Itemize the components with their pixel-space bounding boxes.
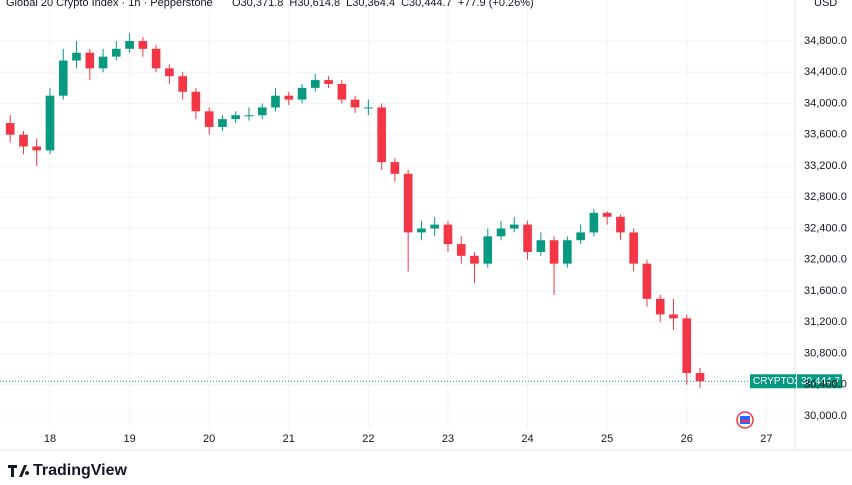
candle-body [456,244,466,256]
y-tick-label: 32,800.0 [804,191,847,203]
candle-body [271,95,280,108]
candle-body [244,115,254,117]
x-tick-label: 20 [203,433,215,445]
x-tick-label: 24 [521,433,533,445]
candle-body [350,99,360,108]
candle-body [204,111,214,127]
candle-body [58,60,68,96]
candle-body [364,107,373,109]
candle-body [576,232,585,241]
candle-body [32,146,42,151]
candle-body [85,52,95,69]
candle-body [165,68,174,77]
candle-body [655,298,665,315]
candle-body [19,134,28,147]
candle-body [496,228,506,237]
ohlc-value: C30,444.7 [401,0,452,9]
candle-body [417,228,426,233]
chart-title: Global 20 Crypto Index · 1h · Pepperston… [6,0,213,9]
candle-body [111,48,121,57]
candle-body [669,314,678,319]
ohlc-value: H30,614.8 [289,0,340,9]
y-tick-label: 31,600.0 [804,285,847,297]
candle-body [443,224,453,245]
symbol-tag [750,374,796,389]
x-tick-label: 27 [760,433,772,445]
candle-body [45,95,55,151]
y-tick-label: 33,200.0 [804,160,847,172]
ohlc-value: O30,371.8 [232,0,283,9]
candle-body [310,80,320,88]
candle-body [297,87,307,100]
candle-body [430,224,439,229]
candle-body [549,240,559,264]
price-label: 30,444.7 [801,376,840,387]
price-tag [797,374,842,389]
y-tick-label: 30,400.0 [804,379,847,391]
x-tick-label: 21 [283,433,295,445]
candle-body [602,212,612,217]
y-tick-label: 32,000.0 [804,254,847,266]
x-tick-label: 22 [362,433,374,445]
candle-body [257,107,267,116]
y-tick-label: 34,800.0 [804,35,847,47]
candle-body [151,48,161,69]
candle-body [72,52,81,61]
flag-icon [736,411,754,429]
candle-body [695,373,705,382]
candle-body [5,123,15,135]
currency: USD [814,0,837,9]
candle-body [178,76,187,92]
candle-body [536,240,546,252]
candle-body [125,41,134,49]
candle-body [377,107,386,163]
candle-body [509,224,519,229]
candle-body [629,232,638,264]
y-tick-label: 30,000.0 [804,410,847,422]
candle-body [642,263,652,299]
candle-body [523,224,532,252]
candle-body [138,41,148,49]
candle-body [231,115,241,120]
x-tick-label: 26 [681,433,693,445]
y-tick-label: 30,800.0 [804,347,847,359]
candle-body [682,318,692,374]
candle-body [337,83,347,100]
candle-body [470,255,479,264]
y-tick-label: 34,000.0 [804,97,847,109]
candle-body [98,56,108,69]
x-tick-label: 23 [442,433,454,445]
candle-body [483,236,493,264]
y-tick-label: 32,400.0 [804,222,847,234]
candle-body [563,240,572,264]
candle-body [218,119,227,127]
candle-body [284,95,294,100]
grid-layer [0,0,795,428]
brand-logo: TradingView [8,462,128,479]
ohlc-value: L30,364.4 [346,0,395,9]
x-tick-label: 25 [601,433,613,445]
ohlc-legend: O30,371.8 H30,614.8 L30,364.4 C30,444.7 +77.… [232,0,534,9]
candle-body [390,162,400,174]
ohlc-value: +77.9 (+0.26%) [458,0,534,9]
y-tick-label: 33,600.0 [804,129,847,141]
candle-body [403,173,413,233]
candle-body [324,80,333,84]
candle-body [191,91,201,112]
y-tick-label: 34,400.0 [804,66,847,78]
candle-body [589,212,599,233]
brand-name: TradingView [33,462,128,479]
candles [5,33,705,388]
x-tick-label: 19 [123,433,135,445]
symbol-label: CRYPTO20 [753,376,806,387]
y-tick-label: 31,200.0 [804,316,847,328]
candle-body [616,216,625,233]
x-tick-label: 18 [44,433,56,445]
